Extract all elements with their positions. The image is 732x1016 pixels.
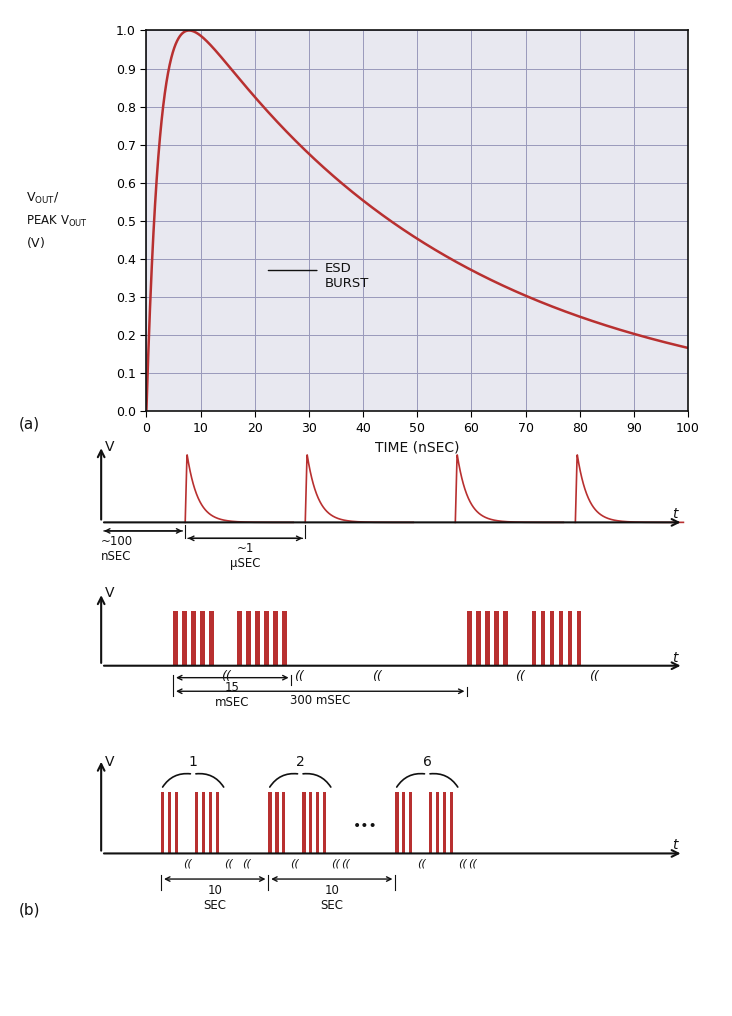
Bar [567, 612, 572, 665]
Bar [395, 792, 399, 853]
X-axis label: TIME (nSEC): TIME (nSEC) [375, 441, 460, 454]
Text: ((: (( [417, 859, 426, 869]
Text: t: t [672, 838, 678, 852]
Text: ((: (( [331, 859, 340, 869]
Bar [209, 612, 214, 665]
Bar [175, 792, 179, 853]
Bar [477, 612, 481, 665]
Bar [282, 792, 285, 853]
Text: V: V [105, 586, 115, 600]
Bar [309, 792, 313, 853]
Bar [494, 612, 498, 665]
Text: (a): (a) [18, 417, 40, 432]
Text: 1: 1 [189, 755, 198, 769]
Text: 300 mSEC: 300 mSEC [290, 694, 351, 707]
Text: ((: (( [373, 671, 382, 683]
Text: V: V [105, 440, 115, 454]
Text: ((: (( [515, 671, 525, 683]
Bar [182, 612, 187, 665]
Bar [275, 792, 279, 853]
Bar [264, 612, 269, 665]
Text: ((: (( [242, 859, 250, 869]
Text: 2: 2 [296, 755, 305, 769]
Bar [409, 792, 412, 853]
Bar [255, 612, 260, 665]
Text: $\mathsf{(V)}$: $\mathsf{(V)}$ [26, 236, 45, 250]
Text: t: t [672, 507, 678, 521]
Text: •••: ••• [353, 819, 378, 833]
Bar [316, 792, 319, 853]
Text: 15
mSEC: 15 mSEC [215, 681, 250, 709]
Bar [201, 612, 205, 665]
Text: ~1
μSEC: ~1 μSEC [230, 543, 261, 570]
Text: ((: (( [458, 859, 467, 869]
Bar [237, 612, 242, 665]
Bar [202, 792, 205, 853]
Bar [161, 792, 165, 853]
Bar [450, 792, 453, 853]
Text: ((: (( [468, 859, 477, 869]
Text: V: V [105, 755, 115, 768]
Bar [247, 612, 251, 665]
Bar [168, 792, 171, 853]
Text: 6: 6 [423, 755, 432, 769]
Text: ((: (( [341, 859, 350, 869]
Text: ((: (( [221, 671, 231, 683]
Bar [485, 612, 490, 665]
Bar [436, 792, 439, 853]
Bar [302, 792, 305, 853]
Bar [209, 792, 212, 853]
Bar [550, 612, 554, 665]
Bar [283, 612, 287, 665]
Bar [274, 612, 278, 665]
Bar [323, 792, 326, 853]
Bar [531, 612, 536, 665]
Bar [269, 792, 272, 853]
Text: t: t [672, 651, 678, 664]
Bar [540, 612, 545, 665]
Text: 10
SEC: 10 SEC [321, 884, 343, 912]
Text: ESD
BURST: ESD BURST [325, 262, 370, 291]
Bar [216, 792, 219, 853]
Text: $\mathsf{PEAK\ V_{OUT}}$: $\mathsf{PEAK\ V_{OUT}}$ [26, 214, 87, 229]
Bar [443, 792, 447, 853]
Text: ((: (( [291, 859, 299, 869]
Bar [402, 792, 406, 853]
Bar [173, 612, 178, 665]
Bar [504, 612, 508, 665]
Bar [577, 612, 581, 665]
Bar [559, 612, 563, 665]
Text: 10
SEC: 10 SEC [203, 884, 226, 912]
Text: ~100
nSEC: ~100 nSEC [101, 534, 133, 563]
Text: ((: (( [183, 859, 192, 869]
Text: ((: (( [294, 671, 305, 683]
Bar [191, 612, 195, 665]
Text: ((: (( [224, 859, 233, 869]
Bar [429, 792, 433, 853]
Text: (b): (b) [18, 902, 40, 917]
Text: ((: (( [589, 671, 598, 683]
Text: $\mathsf{V_{OUT}/}$: $\mathsf{V_{OUT}/}$ [26, 191, 59, 205]
Bar [195, 792, 198, 853]
Bar [467, 612, 472, 665]
